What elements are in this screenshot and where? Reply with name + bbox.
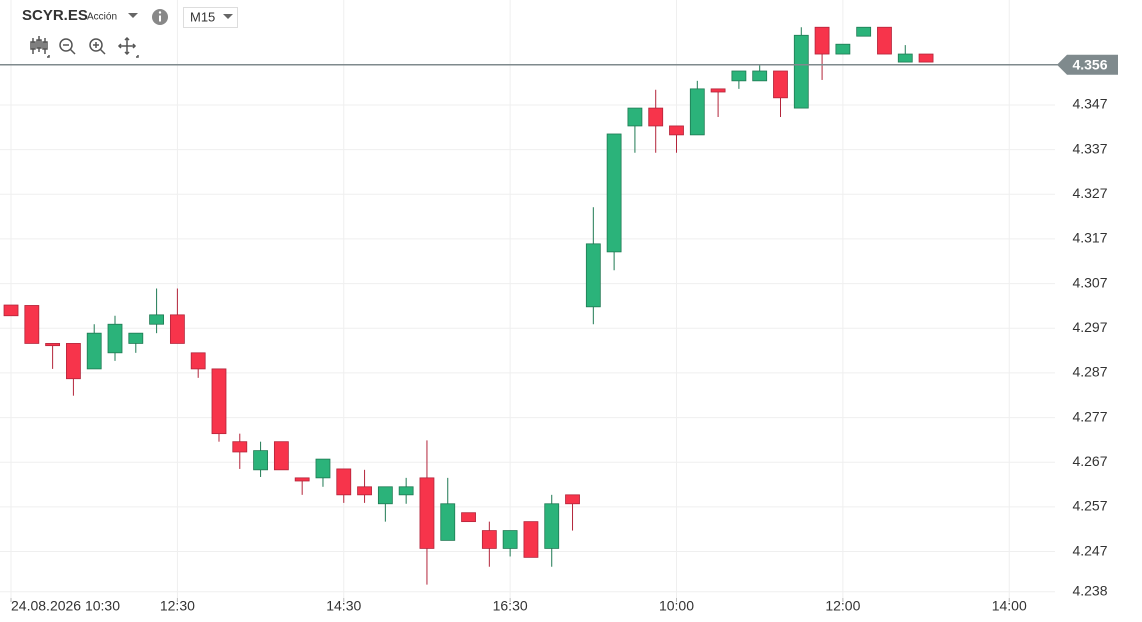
candle-body xyxy=(544,503,560,549)
candle-body xyxy=(856,26,872,37)
y-tick-label: 4.238 xyxy=(1072,582,1107,598)
candle-body xyxy=(336,468,352,496)
candle-body xyxy=(357,486,372,496)
x-tick-label: 12:30 xyxy=(160,598,195,614)
candle-body xyxy=(190,352,206,370)
symbol: SCYR.ES xyxy=(22,7,88,24)
x-tick-label: 16:30 xyxy=(493,598,528,614)
candle-body xyxy=(669,125,684,136)
candle-body xyxy=(710,88,726,93)
candle-body xyxy=(169,314,185,344)
timeframe-selector[interactable]: M15 xyxy=(183,7,238,28)
candle-body xyxy=(253,450,268,471)
candles xyxy=(3,26,934,585)
candle-body xyxy=(24,305,40,344)
candle-body xyxy=(86,332,102,370)
last-price: 4.356 xyxy=(0,54,1118,75)
toolbar xyxy=(30,36,139,58)
grid: 4.238 4.247 4.257 4.267 4.277 4.287 4.297 4.307… xyxy=(0,0,1108,614)
candle-body xyxy=(481,530,497,549)
x-tick-label: 10:00 xyxy=(659,598,694,614)
y-tick-label: 4.337 xyxy=(1072,140,1107,156)
candle-body xyxy=(606,133,622,253)
candle-body xyxy=(440,503,456,541)
candle-body xyxy=(502,530,518,549)
candle-body xyxy=(814,26,830,55)
candle-body xyxy=(523,521,539,558)
y-tick-label: 4.327 xyxy=(1072,185,1107,201)
candle-body xyxy=(211,368,227,435)
candle-body xyxy=(731,70,747,82)
x-tick-label: 12:00 xyxy=(825,598,860,614)
pan-button[interactable] xyxy=(117,36,139,58)
candle-body xyxy=(648,107,664,127)
candle-body xyxy=(398,486,414,496)
candle-body xyxy=(585,243,601,308)
candle-body xyxy=(107,323,123,354)
candle-body xyxy=(294,477,310,482)
candle-body xyxy=(273,441,289,471)
zoom-out-button[interactable] xyxy=(59,38,76,55)
candle-body xyxy=(565,494,580,505)
y-tick-label: 4.247 xyxy=(1072,542,1107,558)
instrument-type: Acción xyxy=(87,12,117,23)
candle-body xyxy=(877,26,892,55)
candle-body xyxy=(835,43,851,55)
candle-body xyxy=(66,343,81,380)
symbol-dropdown[interactable] xyxy=(128,13,138,18)
timeframe: M15 xyxy=(190,9,215,24)
y-tick-label: 4.267 xyxy=(1072,453,1107,469)
candle-body xyxy=(419,477,435,549)
last-price-tag xyxy=(1057,54,1118,75)
candle-body xyxy=(752,70,768,82)
candle-body xyxy=(689,88,705,136)
y-tick-label: 4.317 xyxy=(1072,230,1107,246)
candle-body xyxy=(773,70,788,99)
candle-body xyxy=(897,53,913,63)
candle-body xyxy=(461,512,476,523)
y-tick-label: 4.347 xyxy=(1072,96,1107,112)
candle-body xyxy=(45,343,61,347)
x-tick-label: 14:30 xyxy=(326,598,361,614)
x-tick-label: 24.08.2026 10:30 xyxy=(11,598,120,614)
candle-body xyxy=(918,53,934,63)
candle-body xyxy=(149,314,164,325)
y-tick-label: 4.277 xyxy=(1072,408,1107,424)
chart-type-button[interactable] xyxy=(30,36,50,58)
zoom-in-button[interactable] xyxy=(89,38,106,55)
y-tick-label: 4.287 xyxy=(1072,364,1107,380)
candle-body xyxy=(377,486,393,505)
candle-body xyxy=(315,458,331,479)
candle-body xyxy=(793,34,809,109)
candle-body xyxy=(128,332,144,344)
y-tick-label: 4.307 xyxy=(1072,274,1107,290)
info-button[interactable] xyxy=(152,9,168,25)
y-tick-label: 4.297 xyxy=(1072,319,1107,335)
y-tick-label: 4.257 xyxy=(1072,498,1107,514)
header: SCYR.ES Acción M15 xyxy=(22,7,238,28)
candle-body xyxy=(627,107,643,127)
candle-body xyxy=(232,441,248,453)
candle-body xyxy=(3,304,19,317)
last-price-label: 4.356 xyxy=(1072,56,1107,72)
x-tick-label: 14:00 xyxy=(992,598,1027,614)
